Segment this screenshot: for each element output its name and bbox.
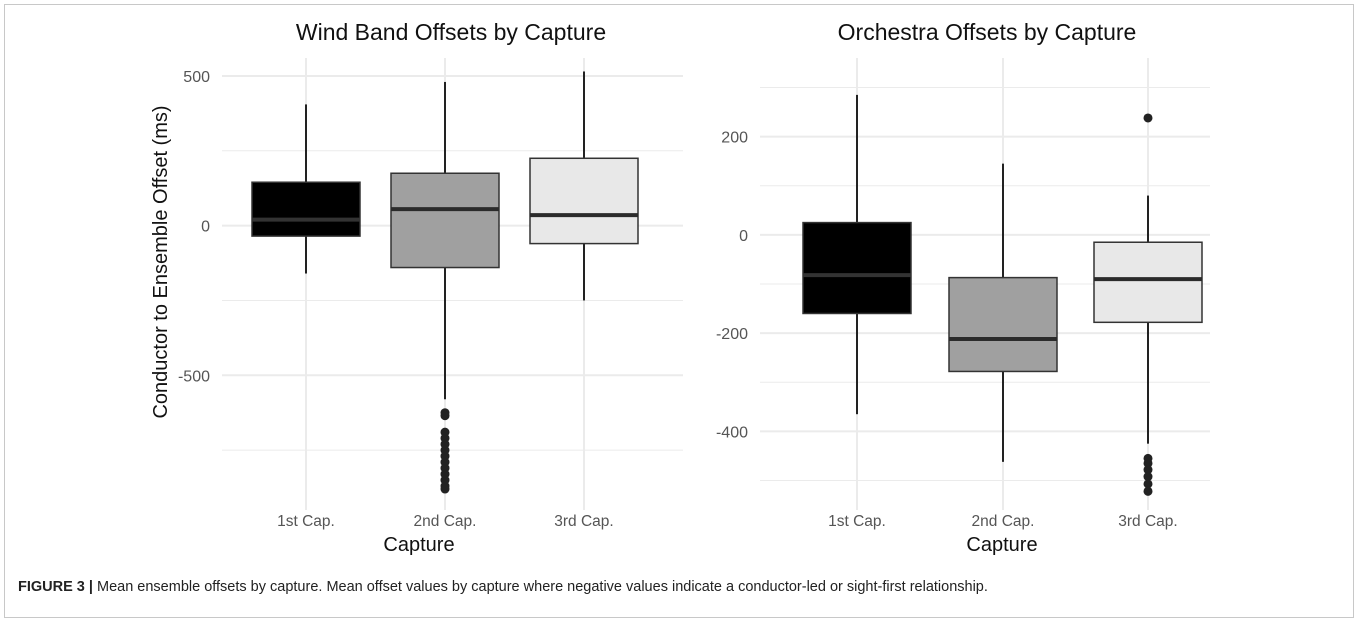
box-plot-1 — [802, 94, 912, 415]
x-axis-label: Capture — [966, 534, 1037, 556]
outlier-point — [440, 484, 450, 494]
y-tick-label: 500 — [183, 69, 210, 86]
outlier-point — [1143, 458, 1153, 468]
outlier-point — [1143, 479, 1153, 489]
box — [529, 157, 639, 245]
x-tick-label: 1st Cap. — [828, 513, 886, 530]
wind-band-chart: 500 0 -500 1st Cap. 2nd Cap. 3rd Cap. Wind Ba… — [150, 19, 683, 556]
y-tick-label: 200 — [721, 130, 748, 147]
box-plot-2 — [390, 81, 500, 494]
y-tick-label: 0 — [201, 219, 210, 236]
box — [802, 221, 912, 315]
caption-text: Mean ensemble offsets by capture. Mean o… — [97, 579, 988, 595]
x-tick-label: 2nd Cap. — [972, 513, 1035, 530]
orchestra-chart: 200 0 -200 -400 1st Cap. 2nd Cap. 3rd Cap. Orc… — [716, 19, 1210, 556]
x-tick-label: 3rd Cap. — [554, 513, 613, 530]
outlier-point — [1143, 465, 1153, 475]
y-tick-label: -500 — [178, 368, 210, 385]
outlier-point — [440, 411, 450, 421]
x-tick-label: 1st Cap. — [277, 513, 335, 530]
box — [1093, 241, 1203, 324]
box-plot-3 — [529, 71, 639, 301]
y-axis-label: Conductor to Ensemble Offset (ms) — [150, 105, 172, 418]
box — [948, 276, 1058, 373]
box — [390, 172, 500, 269]
box-plot-1 — [251, 104, 361, 274]
gridlines: 500 0 -500 1st Cap. 2nd Cap. 3rd Cap. — [178, 58, 683, 530]
x-tick-label: 3rd Cap. — [1118, 513, 1177, 530]
box-plot-2 — [948, 163, 1058, 462]
x-tick-label: 2nd Cap. — [414, 513, 477, 530]
outlier-point — [1143, 486, 1153, 496]
figure-caption: FIGURE 3 | Mean ensemble offsets by capt… — [18, 578, 1338, 596]
x-axis-label: Capture — [383, 534, 454, 556]
chart-title: Orchestra Offsets by Capture — [838, 19, 1137, 45]
figure-label: FIGURE 3 | — [18, 579, 93, 595]
box — [251, 181, 361, 237]
y-tick-label: -400 — [716, 424, 748, 441]
outlier-point — [1143, 472, 1153, 482]
chart-title: Wind Band Offsets by Capture — [296, 19, 606, 45]
y-tick-label: -200 — [716, 326, 748, 343]
box-plot-3 — [1093, 113, 1203, 496]
outlier-point — [1143, 113, 1153, 123]
y-tick-label: 0 — [739, 228, 748, 245]
